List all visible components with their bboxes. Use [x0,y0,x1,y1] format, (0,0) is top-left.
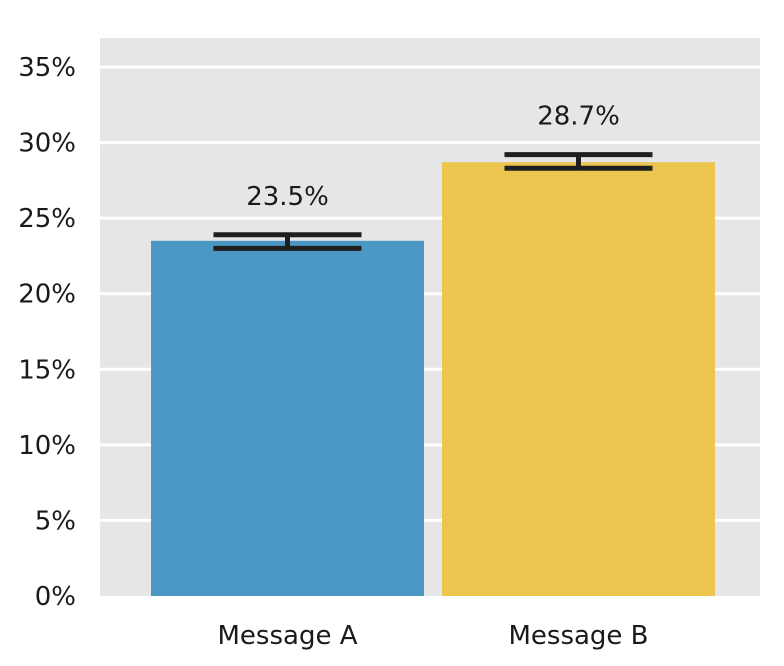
x-category-label: Message A [217,621,357,651]
x-category-label: Message B [508,621,648,651]
y-tick-label: 10% [18,431,76,461]
y-tick-label: 25% [18,204,76,234]
x-axis-categories: Message A Message B [217,621,648,651]
y-tick-label: 15% [18,355,76,385]
y-tick-label: 0% [35,582,76,612]
error-bar [504,152,653,171]
bars [151,162,715,597]
bar-message-a [151,240,424,597]
y-tick-label: 20% [18,280,76,310]
y-tick-label: 35% [18,53,76,83]
y-tick-label: 30% [18,129,76,159]
error-bar [213,232,362,251]
error-bars [213,152,653,251]
data-label: 28.7% [537,102,620,132]
data-label: 23.5% [246,182,329,212]
y-axis-ticks: 0% 5% 10% 15% 20% 25% 30% 35% [18,53,76,612]
bar-message-b [442,162,715,596]
data-labels: 23.5% 28.7% [246,102,620,212]
y-tick-label: 5% [35,506,76,536]
